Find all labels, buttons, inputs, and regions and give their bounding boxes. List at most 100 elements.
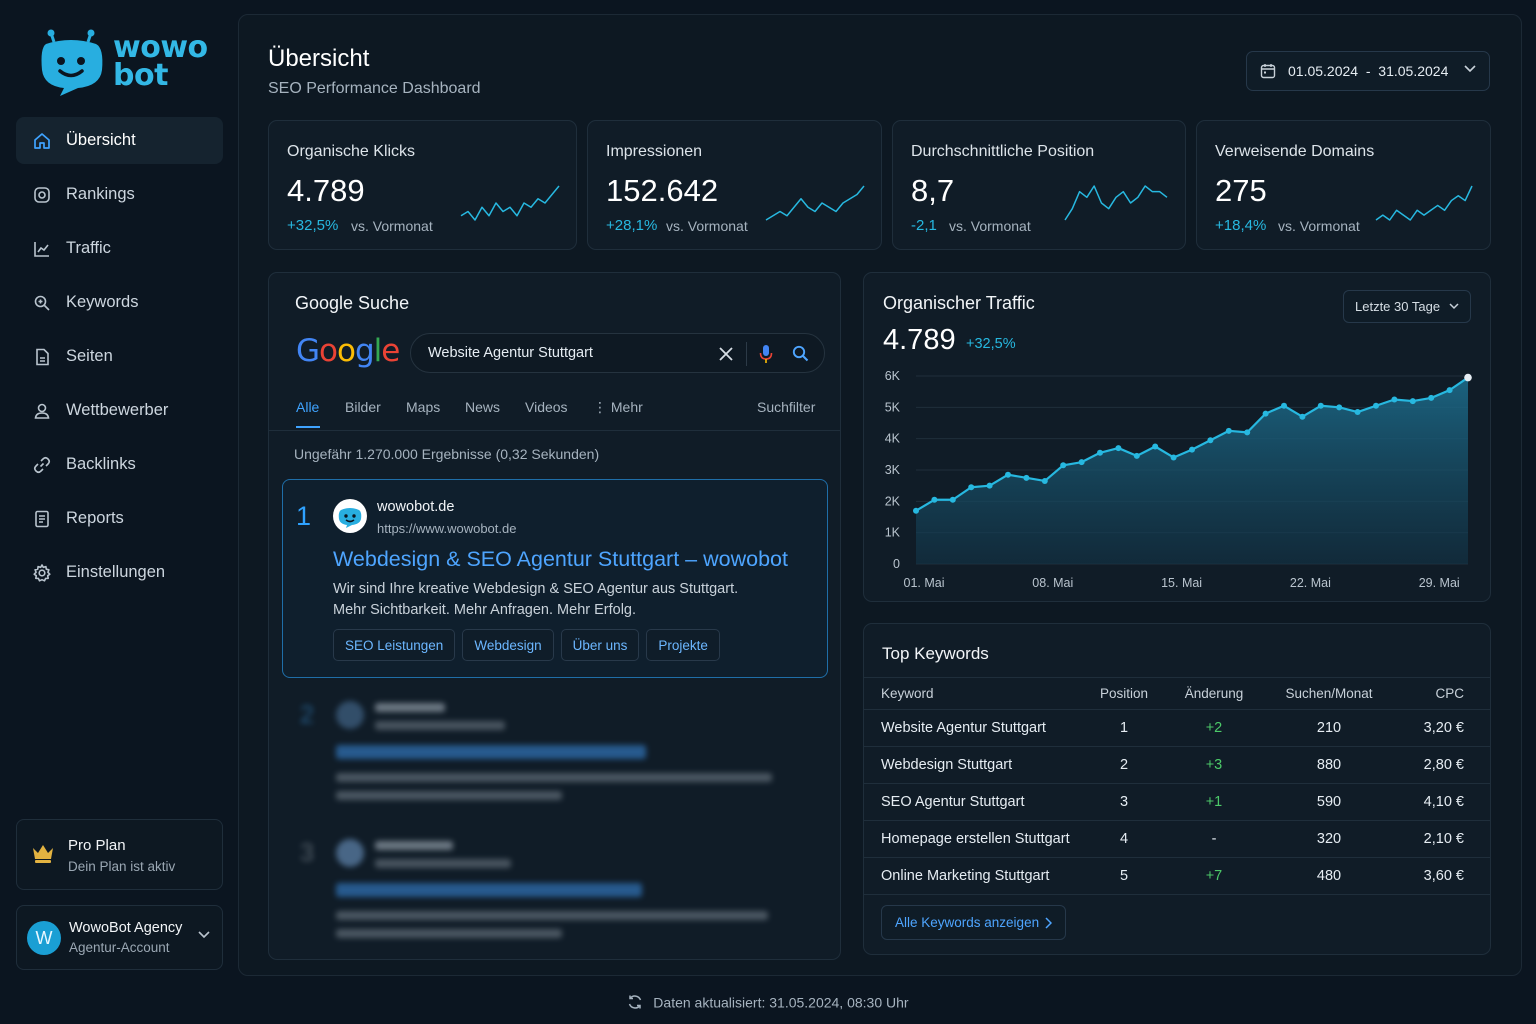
sidebar-item-seiten[interactable]: Seiten: [16, 333, 223, 380]
gear-icon: [32, 563, 52, 583]
avatar: W: [27, 921, 61, 955]
last-updated-text: Daten aktualisiert: 31.05.2024, 08:30 Uh…: [653, 994, 909, 1011]
data-point[interactable]: [1005, 471, 1011, 478]
data-point[interactable]: [949, 496, 956, 503]
tab-mehr[interactable]: ⋮ Mehr: [593, 399, 643, 415]
data-point[interactable]: [1446, 387, 1453, 394]
sidebar-item-reports[interactable]: Reports: [16, 495, 223, 542]
range-select[interactable]: Letzte 30 Tage: [1343, 290, 1471, 323]
data-point[interactable]: [1097, 449, 1103, 456]
account-switcher[interactable]: W WowoBot Agency Agentur-Account: [16, 905, 223, 970]
data-point[interactable]: [1133, 452, 1140, 459]
plan-card[interactable]: Pro Plan Dein Plan ist aktiv: [16, 819, 223, 890]
searches-cell: 210: [1316, 720, 1342, 736]
card-title: Top Keywords: [882, 644, 989, 663]
data-point[interactable]: [913, 507, 919, 514]
keyword-cell: Online Marketing Stuttgart: [881, 868, 1050, 884]
microphone-icon[interactable]: [759, 344, 773, 364]
kpi-delta: +28,1%: [606, 217, 658, 234]
tab-news[interactable]: News: [465, 399, 501, 415]
tab-maps[interactable]: Maps: [406, 399, 441, 415]
date-range-picker[interactable]: 01.05.2024 - 31.05.2024: [1246, 51, 1490, 91]
sitelink-seo-leistungen[interactable]: SEO Leistungen: [333, 629, 456, 661]
sidebar-item-einstellungen[interactable]: Einstellungen: [16, 549, 223, 596]
sitelink-ueber-uns[interactable]: Über uns: [560, 629, 640, 661]
data-point[interactable]: [1262, 410, 1269, 417]
blurred-text: [336, 773, 772, 782]
data-point[interactable]: [1023, 474, 1030, 481]
tab-alle[interactable]: Alle: [296, 399, 320, 415]
data-point[interactable]: [986, 482, 993, 489]
cpc-cell: 2,10 €: [1423, 831, 1464, 847]
data-point[interactable]: [1060, 462, 1067, 469]
sidebar-nav: Übersicht Rankings Traffic Keywords Seit…: [16, 117, 223, 603]
keyword-cell: Webdesign Stuttgart: [881, 757, 1013, 773]
result-description-line: Wir sind Ihre kreative Webdesign & SEO A…: [333, 581, 739, 597]
data-point[interactable]: [1225, 427, 1232, 434]
data-point[interactable]: [1354, 409, 1361, 416]
close-icon[interactable]: [719, 347, 733, 361]
data-point[interactable]: [1428, 394, 1435, 401]
blurred-text: [375, 841, 453, 850]
data-point[interactable]: [968, 484, 975, 491]
sidebar-item-wettbewerber[interactable]: Wettbewerber: [16, 387, 223, 434]
data-point[interactable]: [1281, 402, 1287, 409]
data-point[interactable]: [1317, 402, 1324, 409]
data-point[interactable]: [1244, 429, 1251, 436]
sidebar-item-backlinks[interactable]: Backlinks: [16, 441, 223, 488]
sidebar-item-uebersicht[interactable]: Übersicht: [16, 117, 223, 164]
kpi-comparison: vs. Vormonat: [949, 218, 1031, 234]
kpi-sparkline: [1375, 185, 1473, 221]
table-row[interactable]: SEO Agentur Stuttgart 3 +1 590 4,10 €: [864, 784, 1490, 821]
site-favicon: [336, 701, 364, 729]
data-point[interactable]: [1373, 402, 1379, 409]
google-search-input[interactable]: Website Agentur Stuttgart: [410, 333, 825, 373]
show-all-keywords-button[interactable]: Alle Keywords anzeigen: [881, 905, 1066, 940]
data-point[interactable]: [1078, 459, 1085, 466]
kpi-card-impressions[interactable]: Impressionen 152.642 +28,1% vs. Vormonat: [587, 120, 882, 250]
result-title-link[interactable]: Webdesign & SEO Agentur Stuttgart – wowo…: [333, 547, 788, 571]
position-cell: 2: [1119, 757, 1129, 773]
kpi-delta: +18,4%: [1215, 217, 1267, 234]
data-point[interactable]: [1464, 373, 1472, 382]
table-row[interactable]: Online Marketing Stuttgart 5 +7 480 3,60…: [864, 858, 1490, 895]
kpi-sparkline: [765, 185, 865, 221]
search-result-1[interactable]: 1 wowobot.de https://www.wowobot.de Webd…: [282, 479, 828, 678]
kpi-card-organic-clicks[interactable]: Organische Klicks 4.789 +32,5% vs. Vormo…: [268, 120, 577, 250]
data-point[interactable]: [931, 496, 938, 503]
keyword-cell: Homepage erstellen Stuttgart: [881, 831, 1070, 847]
search-result-3-blurred: 3: [269, 831, 840, 946]
sitelink-webdesign[interactable]: Webdesign: [462, 629, 554, 661]
table-row[interactable]: Webdesign Stuttgart 2 +3 880 2,80 €: [864, 747, 1490, 784]
sidebar-item-label: Einstellungen: [66, 563, 166, 581]
tab-videos[interactable]: Videos: [525, 399, 568, 415]
search-icon[interactable]: [792, 345, 809, 362]
position-cell: 5: [1119, 868, 1129, 884]
data-point[interactable]: [1409, 398, 1416, 405]
data-point[interactable]: [1207, 437, 1214, 444]
sidebar-item-rankings[interactable]: Rankings: [16, 171, 223, 218]
data-point[interactable]: [1152, 443, 1159, 450]
data-point[interactable]: [1391, 396, 1398, 403]
y-tick-label: 3K: [885, 463, 901, 477]
kpi-comparison: vs. Vormonat: [351, 218, 433, 234]
data-point[interactable]: [1299, 413, 1306, 420]
kpi-card-referring-domains[interactable]: Verweisende Domains 275 +18,4% vs. Vormo…: [1196, 120, 1491, 250]
sidebar-item-label: Seiten: [66, 347, 113, 365]
sitelink-projekte[interactable]: Projekte: [646, 629, 720, 661]
y-tick-label: 0: [893, 557, 900, 571]
data-point[interactable]: [1336, 404, 1343, 411]
data-point[interactable]: [1115, 445, 1122, 452]
data-point[interactable]: [1189, 446, 1195, 453]
data-point[interactable]: [1170, 454, 1177, 461]
brand-logo[interactable]: wowo bot: [38, 28, 208, 100]
table-row[interactable]: Website Agentur Stuttgart 1 +2 210 3,20 …: [864, 710, 1490, 747]
kpi-card-avg-position[interactable]: Durchschnittliche Position 8,7 -2,1 vs. …: [892, 120, 1186, 250]
data-point[interactable]: [1041, 477, 1048, 484]
sidebar-item-keywords[interactable]: Keywords: [16, 279, 223, 326]
search-filter-button[interactable]: Suchfilter: [757, 399, 816, 415]
home-icon: [32, 131, 52, 151]
tab-bilder[interactable]: Bilder: [345, 399, 381, 415]
table-row[interactable]: Homepage erstellen Stuttgart 4 - 320 2,1…: [864, 821, 1490, 858]
sidebar-item-traffic[interactable]: Traffic: [16, 225, 223, 272]
